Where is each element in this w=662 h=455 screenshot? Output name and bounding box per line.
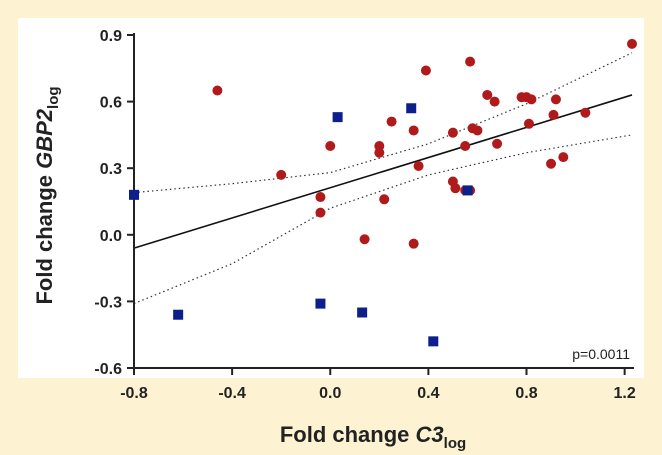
ci-upper-line <box>133 52 633 194</box>
data-point-circle <box>627 38 637 49</box>
axes: 0.9 0.6 0.3 0.0 -0.3 -0.6 -0.8 -0.4 0.0 0.4 0.8 1.2 <box>94 28 635 402</box>
data-point-square <box>462 185 473 196</box>
x-tick-label: 0.0 <box>319 385 341 402</box>
data-point-circle <box>379 194 390 205</box>
data-point-circle <box>374 147 385 158</box>
data-point-circle <box>558 152 569 163</box>
ci-lower-line <box>133 134 633 305</box>
y-axis-title-sub: log <box>45 86 62 109</box>
data-point-circle <box>386 116 397 127</box>
data-point-circle <box>550 94 561 105</box>
p-value-annotation: p=0.0011 <box>572 346 630 362</box>
data-point-circle <box>408 238 419 249</box>
data-point-circle <box>548 109 559 120</box>
data-point-circle <box>359 234 370 245</box>
y-axis-title-main: Fold change <box>32 169 57 305</box>
data-point-square <box>173 309 184 320</box>
y-tick-label: 0.0 <box>100 228 122 245</box>
data-point-circle <box>315 192 326 203</box>
data-point-square <box>428 336 439 347</box>
data-point-circle <box>447 127 458 138</box>
data-point-circle <box>420 65 431 76</box>
data-point-circle <box>276 169 287 180</box>
data-point-square <box>315 298 326 309</box>
data-point-circle <box>408 125 419 136</box>
plot-area <box>18 18 644 378</box>
data-point-circle <box>526 94 537 105</box>
data-point-circle <box>489 96 500 107</box>
y-tick-label: 0.9 <box>100 28 122 45</box>
data-point-circle <box>492 138 503 149</box>
data-point-square <box>129 189 139 200</box>
x-tick-label: 0.8 <box>515 385 537 402</box>
x-tick-label: -0.4 <box>218 385 246 402</box>
data-point-circle <box>450 183 461 194</box>
regression-fit-line <box>133 94 633 249</box>
x-axis-title: Fold change C3log <box>280 422 466 452</box>
data-point-circle <box>482 89 493 100</box>
data-point-circle <box>413 160 424 171</box>
data-point-circle <box>325 141 336 151</box>
data-point-circle <box>523 118 534 129</box>
y-tick-label: 0.6 <box>100 95 122 112</box>
y-axis-title-italic: GBP2 <box>32 108 57 169</box>
data-point-circle <box>212 85 223 96</box>
x-axis-title-italic: C3 <box>416 422 444 447</box>
data-point-square <box>406 103 417 114</box>
x-axis-title-main: Fold change <box>280 422 416 447</box>
data-points <box>129 38 637 347</box>
confidence-band <box>133 52 633 305</box>
x-tick-label: 1.2 <box>614 385 636 402</box>
data-point-circle <box>546 158 557 169</box>
data-point-square <box>332 112 343 123</box>
data-point-circle <box>580 107 591 118</box>
data-point-circle <box>315 207 326 218</box>
y-tick-label: -0.3 <box>94 294 122 311</box>
x-axis-title-sub: log <box>444 435 467 452</box>
x-tick-label: -0.8 <box>120 385 148 402</box>
data-point-circle <box>472 125 483 136</box>
data-point-square <box>357 307 368 318</box>
data-point-circle <box>460 141 471 151</box>
x-tick-label: 0.4 <box>417 385 439 402</box>
y-tick-label: 0.3 <box>100 161 122 178</box>
data-point-circle <box>465 56 476 67</box>
regression-line <box>133 94 633 249</box>
y-tick-label: -0.6 <box>94 361 122 378</box>
y-axis-title: Fold change GBP2log <box>32 86 62 304</box>
